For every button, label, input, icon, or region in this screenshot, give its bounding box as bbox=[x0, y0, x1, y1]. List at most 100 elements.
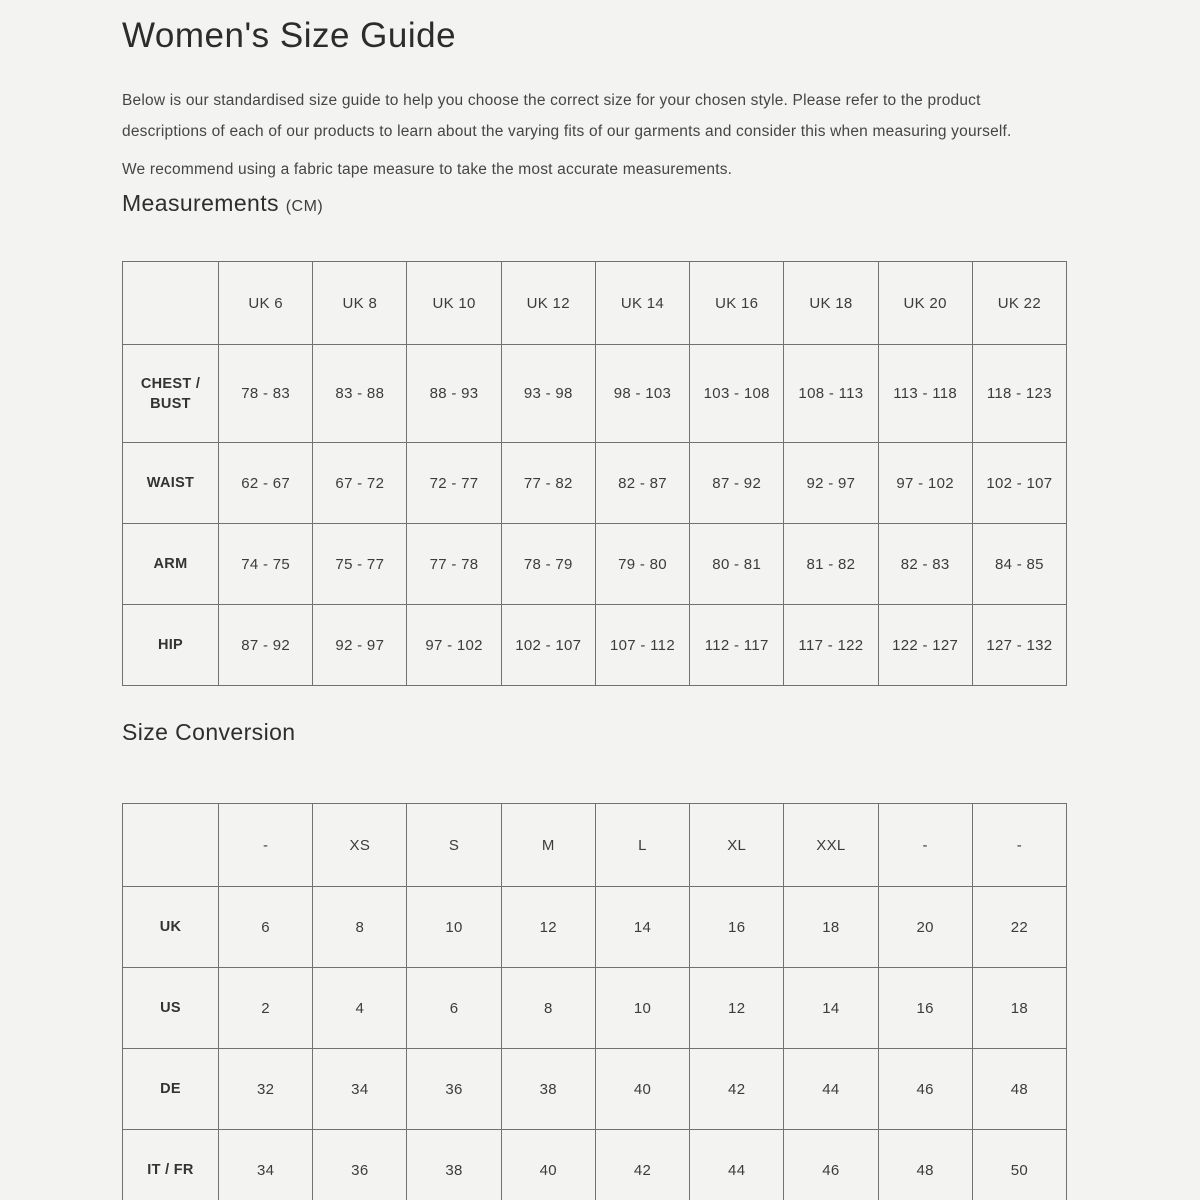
value-cell: 83 - 88 bbox=[312, 344, 408, 443]
value-cell: 98 - 103 bbox=[594, 344, 691, 443]
value-cell: 48 bbox=[971, 1048, 1068, 1130]
value-cell: 8 bbox=[500, 967, 596, 1049]
value-cell: 38 bbox=[406, 1129, 502, 1200]
value-cell: 92 - 97 bbox=[312, 604, 408, 686]
value-cell: 93 - 98 bbox=[500, 344, 596, 443]
value-cell: 87 - 92 bbox=[217, 604, 314, 686]
value-cell: 14 bbox=[594, 886, 691, 968]
value-cell: 38 bbox=[500, 1048, 596, 1130]
value-cell: 32 bbox=[217, 1048, 314, 1130]
row-label: WAIST bbox=[122, 442, 219, 524]
value-cell: 118 - 123 bbox=[971, 344, 1068, 443]
value-cell: 16 bbox=[877, 967, 973, 1049]
measurements-table: UK 6 UK 8 UK 10 UK 12 UK 14 UK 16 UK 18 UK 20 UK… bbox=[122, 261, 1068, 686]
value-cell: 81 - 82 bbox=[783, 523, 879, 605]
value-cell: 107 - 112 bbox=[594, 604, 691, 686]
row-label: ARM bbox=[122, 523, 219, 605]
column-header: XL bbox=[689, 803, 785, 887]
column-header: S bbox=[406, 803, 502, 887]
value-cell: 8 bbox=[312, 886, 408, 968]
value-cell: 122 - 127 bbox=[877, 604, 973, 686]
table-row: ARM 74 - 75 75 - 77 77 - 78 78 - 79 79 - 80 80… bbox=[122, 523, 1068, 605]
value-cell: 77 - 82 bbox=[500, 442, 596, 524]
value-cell: 40 bbox=[594, 1048, 691, 1130]
value-cell: 82 - 87 bbox=[594, 442, 691, 524]
value-cell: 34 bbox=[217, 1129, 314, 1200]
column-header: UK 18 bbox=[783, 261, 879, 345]
value-cell: 48 bbox=[877, 1129, 973, 1200]
value-cell: 97 - 102 bbox=[406, 604, 502, 686]
value-cell: 40 bbox=[500, 1129, 596, 1200]
value-cell: 36 bbox=[312, 1129, 408, 1200]
value-cell: 22 bbox=[971, 886, 1068, 968]
value-cell: 74 - 75 bbox=[217, 523, 314, 605]
page-title: Women's Size Guide bbox=[122, 16, 457, 55]
column-header: UK 8 bbox=[312, 261, 408, 345]
value-cell: 42 bbox=[594, 1129, 691, 1200]
value-cell: 79 - 80 bbox=[594, 523, 691, 605]
value-cell: 6 bbox=[406, 967, 502, 1049]
value-cell: 87 - 92 bbox=[689, 442, 785, 524]
value-cell: 18 bbox=[971, 967, 1068, 1049]
value-cell: 80 - 81 bbox=[689, 523, 785, 605]
column-header: - bbox=[217, 803, 314, 887]
column-header: UK 10 bbox=[406, 261, 502, 345]
row-label: US bbox=[122, 967, 219, 1049]
table-row: IT / FR 34 36 38 40 42 44 46 48 50 bbox=[122, 1129, 1068, 1200]
value-cell: 112 - 117 bbox=[689, 604, 785, 686]
recommendation-paragraph: We recommend using a fabric tape measure… bbox=[122, 161, 733, 178]
value-cell: 6 bbox=[217, 886, 314, 968]
value-cell: 36 bbox=[406, 1048, 502, 1130]
value-cell: 4 bbox=[312, 967, 408, 1049]
value-cell: 18 bbox=[783, 886, 879, 968]
conversion-table-body: UK 6 8 10 12 14 16 18 20 22 US 2 4 6 8 10 12 14 16 18 DE 32 34… bbox=[122, 886, 1068, 1200]
value-cell: 34 bbox=[312, 1048, 408, 1130]
value-cell: 10 bbox=[594, 967, 691, 1049]
value-cell: 46 bbox=[783, 1129, 879, 1200]
column-header: UK 12 bbox=[500, 261, 596, 345]
value-cell: 102 - 107 bbox=[971, 442, 1068, 524]
value-cell: 102 - 107 bbox=[500, 604, 596, 686]
table-row: DE 32 34 36 38 40 42 44 46 48 bbox=[122, 1048, 1068, 1130]
table-row: WAIST 62 - 67 67 - 72 72 - 77 77 - 82 82 - 87… bbox=[122, 442, 1068, 524]
measurements-table-header: UK 6 UK 8 UK 10 UK 12 UK 14 UK 16 UK 18 UK 20 UK… bbox=[122, 261, 1068, 345]
value-cell: 77 - 78 bbox=[406, 523, 502, 605]
value-cell: 2 bbox=[217, 967, 314, 1049]
column-header: - bbox=[877, 803, 973, 887]
corner-cell bbox=[122, 261, 219, 345]
intro-paragraph: Below is our standardised size guide to … bbox=[122, 92, 1012, 140]
table-row: CHEST / BUST 78 - 83 83 - 88 88 - 93 93 - 98… bbox=[122, 344, 1068, 443]
value-cell: 92 - 97 bbox=[783, 442, 879, 524]
table-row: UK 6 8 10 12 14 16 18 20 22 bbox=[122, 886, 1068, 968]
column-header: XXL bbox=[783, 803, 879, 887]
value-cell: 75 - 77 bbox=[312, 523, 408, 605]
row-label: IT / FR bbox=[122, 1129, 219, 1200]
header-row: UK 6 UK 8 UK 10 UK 12 UK 14 UK 16 UK 18 UK 20 UK… bbox=[122, 261, 1068, 345]
column-header: UK 6 bbox=[217, 261, 314, 345]
value-cell: 10 bbox=[406, 886, 502, 968]
column-header: UK 22 bbox=[971, 261, 1068, 345]
value-cell: 103 - 108 bbox=[689, 344, 785, 443]
value-cell: 12 bbox=[689, 967, 785, 1049]
table-row: HIP 87 - 92 92 - 97 97 - 102 102 - 107 107 - … bbox=[122, 604, 1068, 686]
value-cell: 78 - 79 bbox=[500, 523, 596, 605]
value-cell: 78 - 83 bbox=[217, 344, 314, 443]
column-header: - bbox=[971, 803, 1068, 887]
value-cell: 20 bbox=[877, 886, 973, 968]
value-cell: 113 - 118 bbox=[877, 344, 973, 443]
value-cell: 12 bbox=[500, 886, 596, 968]
value-cell: 62 - 67 bbox=[217, 442, 314, 524]
value-cell: 42 bbox=[689, 1048, 785, 1130]
measurements-unit-label: (CM) bbox=[285, 198, 324, 215]
row-label: DE bbox=[122, 1048, 219, 1130]
column-header: UK 14 bbox=[594, 261, 691, 345]
value-cell: 44 bbox=[783, 1048, 879, 1130]
row-label: HIP bbox=[122, 604, 219, 686]
column-header: M bbox=[500, 803, 596, 887]
value-cell: 82 - 83 bbox=[877, 523, 973, 605]
value-cell: 14 bbox=[783, 967, 879, 1049]
value-cell: 88 - 93 bbox=[406, 344, 502, 443]
value-cell: 97 - 102 bbox=[877, 442, 973, 524]
column-header: UK 16 bbox=[689, 261, 785, 345]
